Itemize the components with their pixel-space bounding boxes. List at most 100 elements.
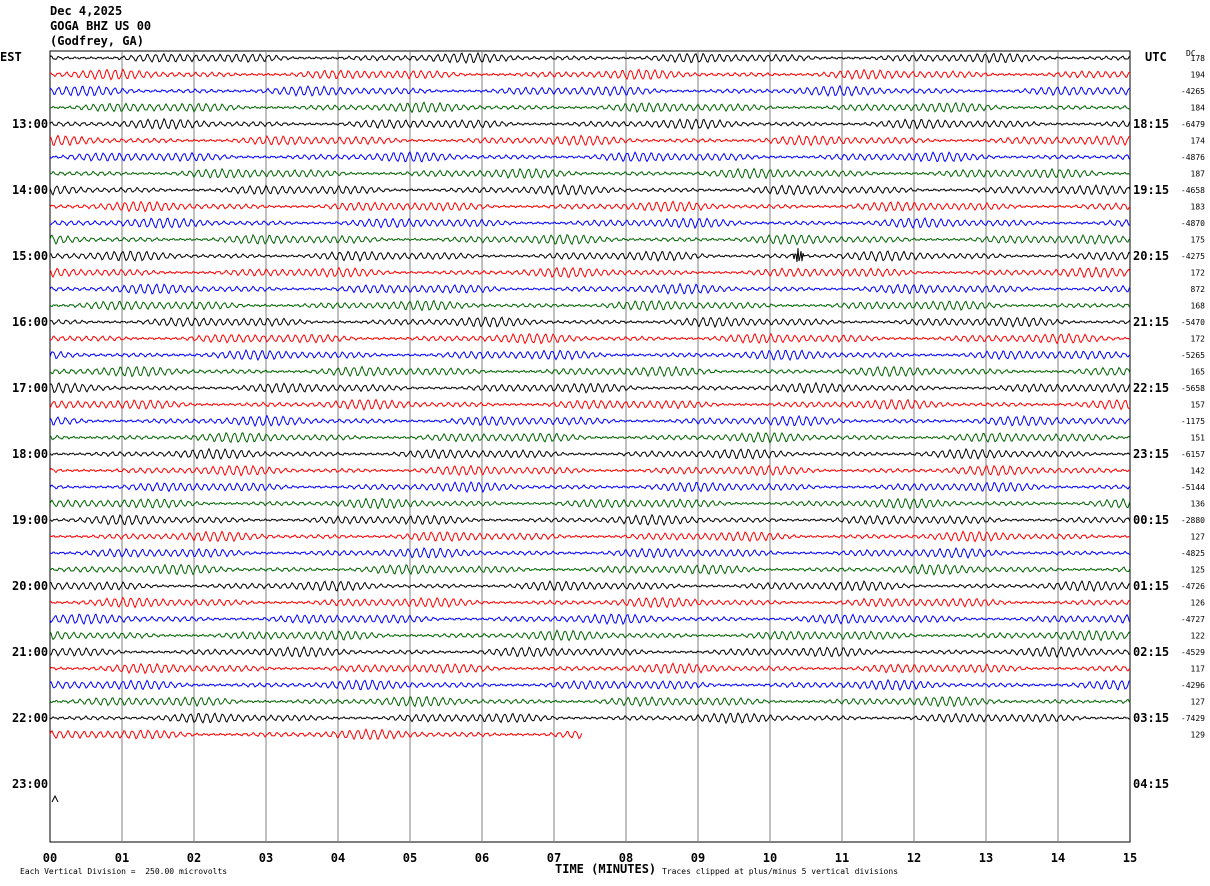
x-tick-label: 10 bbox=[763, 851, 777, 865]
seismic-trace bbox=[49, 414, 1131, 428]
seismic-trace bbox=[49, 316, 1131, 329]
dc-offset-label: 136 bbox=[1191, 500, 1206, 509]
seismic-trace bbox=[49, 200, 1131, 213]
x-tick-label: 06 bbox=[475, 851, 489, 865]
chart-header: Dec 4,2025 GOGA BHZ US 00 (Godfrey, GA) bbox=[50, 4, 151, 49]
seismic-trace bbox=[49, 117, 1131, 131]
dc-offset-label: -4825 bbox=[1181, 549, 1205, 558]
seismic-trace bbox=[49, 464, 1131, 477]
left-hour-label: 16:00 bbox=[12, 315, 48, 329]
dc-offset-label: -6157 bbox=[1181, 450, 1205, 459]
left-hour-label: 15:00 bbox=[12, 249, 48, 263]
x-tick-label: 05 bbox=[403, 851, 417, 865]
right-hour-label: 04:15 bbox=[1133, 777, 1169, 791]
dc-offset-label: -5144 bbox=[1181, 483, 1205, 492]
left-hour-label: 14:00 bbox=[12, 183, 48, 197]
seismic-trace bbox=[49, 217, 1131, 230]
seismic-trace bbox=[49, 481, 1131, 493]
seismic-trace bbox=[49, 68, 1131, 81]
left-hour-label: 22:00 bbox=[12, 711, 48, 725]
seismic-trace bbox=[49, 101, 1131, 114]
dc-offset-label: 172 bbox=[1191, 335, 1206, 344]
x-tick-label: 14 bbox=[1051, 851, 1065, 865]
trace-start-marker bbox=[51, 794, 59, 803]
dc-offset-label: -4876 bbox=[1181, 153, 1205, 162]
left-hour-label: 21:00 bbox=[12, 645, 48, 659]
dc-offset-label: 184 bbox=[1191, 104, 1206, 113]
x-tick-label: 11 bbox=[835, 851, 849, 865]
seismic-trace bbox=[49, 365, 1131, 378]
dc-offset-label: -4870 bbox=[1181, 219, 1205, 228]
seismic-trace bbox=[49, 233, 1131, 246]
seismic-trace bbox=[49, 266, 1131, 279]
seismic-trace bbox=[49, 712, 1131, 725]
right-hour-label: 01:15 bbox=[1133, 579, 1169, 593]
right-hour-label: 19:15 bbox=[1133, 183, 1169, 197]
right-hour-label: 18:15 bbox=[1133, 117, 1169, 131]
seismic-trace bbox=[49, 662, 1131, 675]
seismic-trace bbox=[49, 134, 1131, 147]
right-hour-label: 20:15 bbox=[1133, 249, 1169, 263]
dc-offset-label: 122 bbox=[1191, 632, 1206, 641]
dc-offset-label: -4529 bbox=[1181, 648, 1205, 657]
dc-offset-label: -5658 bbox=[1181, 384, 1205, 393]
left-hour-label: 23:00 bbox=[12, 777, 48, 791]
dc-offset-label: 172 bbox=[1191, 269, 1206, 278]
chart-location: (Godfrey, GA) bbox=[50, 34, 144, 48]
dc-label: DC bbox=[1186, 49, 1196, 58]
dc-offset-label: 187 bbox=[1191, 170, 1206, 179]
dc-offset-label: -4726 bbox=[1181, 582, 1205, 591]
dc-offset-label: 183 bbox=[1191, 203, 1206, 212]
dc-offset-label: -4275 bbox=[1181, 252, 1205, 261]
seismic-trace bbox=[49, 381, 1131, 394]
seismic-trace bbox=[49, 629, 1131, 642]
right-hour-label: 03:15 bbox=[1133, 711, 1169, 725]
x-tick-label: 02 bbox=[187, 851, 201, 865]
right-timezone-label: UTC bbox=[1145, 50, 1167, 64]
left-hour-label: 18:00 bbox=[12, 447, 48, 461]
dc-offset-label: 175 bbox=[1191, 236, 1206, 245]
dc-offset-label: 168 bbox=[1191, 302, 1206, 311]
x-tick-label: 00 bbox=[43, 851, 57, 865]
left-hour-label: 17:00 bbox=[12, 381, 48, 395]
seismic-trace bbox=[49, 497, 1131, 510]
seismic-trace bbox=[49, 84, 1131, 97]
left-hour-label: 20:00 bbox=[12, 579, 48, 593]
clip-note: Traces clipped at plus/minus 5 vertical … bbox=[662, 867, 899, 876]
dc-offset-label: -1175 bbox=[1181, 417, 1205, 426]
dc-offset-label: -6479 bbox=[1181, 120, 1205, 129]
seismic-trace bbox=[49, 645, 1131, 659]
seismic-trace bbox=[49, 530, 1131, 543]
dc-offset-label: -4658 bbox=[1181, 186, 1205, 195]
seismic-trace bbox=[49, 332, 1131, 345]
dc-offset-label: -5470 bbox=[1181, 318, 1205, 327]
x-tick-label: 07 bbox=[547, 851, 561, 865]
dc-offset-label: 178 bbox=[1191, 54, 1206, 63]
seismic-trace bbox=[49, 51, 1131, 64]
seismic-trace bbox=[49, 695, 1131, 708]
x-tick-label: 04 bbox=[331, 851, 345, 865]
scale-note: Each Vertical Division = 250.00 microvol… bbox=[20, 867, 228, 876]
chart-station: GOGA BHZ US 00 bbox=[50, 19, 152, 33]
x-tick-label: 03 bbox=[259, 851, 273, 865]
dc-offset-label: -7429 bbox=[1181, 714, 1205, 723]
dc-offset-label: 127 bbox=[1191, 698, 1206, 707]
x-tick-label: 12 bbox=[907, 851, 921, 865]
dc-offset-label: 127 bbox=[1191, 533, 1206, 542]
x-axis-title: TIME (MINUTES) bbox=[555, 862, 657, 876]
seismic-trace bbox=[49, 183, 1131, 196]
dc-offset-label: -4265 bbox=[1181, 87, 1205, 96]
seismic-trace bbox=[49, 613, 1131, 626]
dc-offset-label: -4296 bbox=[1181, 681, 1205, 690]
seismic-trace bbox=[49, 447, 1131, 460]
left-hour-label: 19:00 bbox=[12, 513, 48, 527]
dc-offset-label: 157 bbox=[1191, 401, 1206, 410]
right-hour-label: 23:15 bbox=[1133, 447, 1169, 461]
dc-offset-label: 151 bbox=[1191, 434, 1206, 443]
right-hour-label: 02:15 bbox=[1133, 645, 1169, 659]
right-hour-label: 21:15 bbox=[1133, 315, 1169, 329]
seismic-trace bbox=[49, 349, 1131, 362]
left-hour-label: 13:00 bbox=[12, 117, 48, 131]
left-timezone-label: EST bbox=[0, 50, 22, 64]
dc-offset-label: -5265 bbox=[1181, 351, 1205, 360]
